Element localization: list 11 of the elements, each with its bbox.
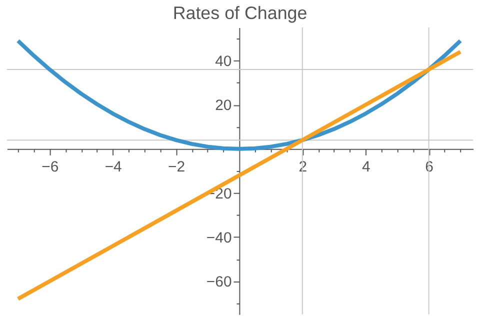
chart-title: Rates of Change [172, 3, 308, 24]
y-tick-label: −60 [206, 274, 232, 291]
line-series [16, 38, 462, 151]
x-tick-label: 4 [362, 158, 370, 176]
x-tick-label: −4 [104, 158, 122, 176]
y-tick-label: 20 [215, 97, 232, 114]
x-tick-label: 6 [425, 158, 434, 176]
y-tick-label: 40 [215, 53, 232, 70]
x-tick-label: −2 [168, 158, 186, 176]
y-tick-label: −40 [206, 230, 232, 247]
x-tick-label: −6 [42, 158, 59, 176]
